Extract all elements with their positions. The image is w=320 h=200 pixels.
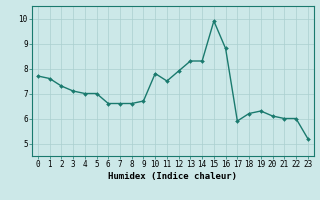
X-axis label: Humidex (Indice chaleur): Humidex (Indice chaleur) xyxy=(108,172,237,181)
